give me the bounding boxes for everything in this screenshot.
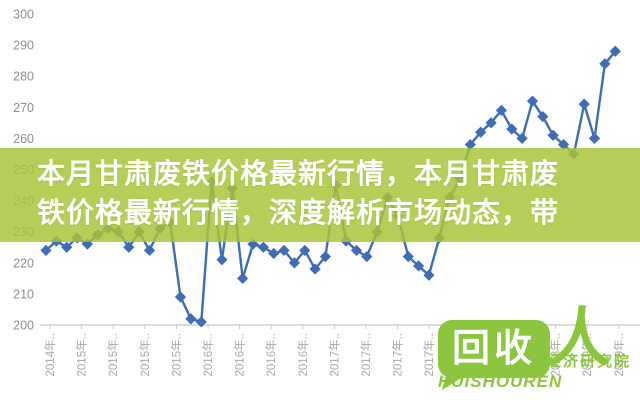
x-tick-label: 2018年.. bbox=[549, 333, 563, 376]
y-tick-label: 200 bbox=[13, 319, 34, 333]
headline-line-1: 本月甘肃废铁价格最新行情，本月甘肃废 bbox=[37, 158, 560, 189]
x-tick-label: 2019年.. bbox=[612, 333, 626, 376]
x-tick-label: 2019年.. bbox=[580, 333, 594, 376]
y-tick-label: 260 bbox=[13, 132, 34, 146]
headline-line-2: 铁价格最新行情，深度解析市场动态，带 bbox=[37, 197, 560, 228]
x-tick-label: 2015年.. bbox=[169, 333, 183, 376]
x-tick-label: 2016年.. bbox=[296, 333, 310, 376]
x-tick-label: 2017年.. bbox=[391, 333, 405, 376]
x-axis: 2014年.. 2015年.. 2015年.. 2015年.. 2015年.. 2016年… bbox=[40, 324, 640, 376]
y-tick-label: 220 bbox=[13, 256, 34, 270]
x-tick-label: 2016年.. bbox=[201, 333, 215, 376]
x-tick-label: 2018年.. bbox=[454, 333, 468, 376]
x-tick-label: 2016年.. bbox=[264, 333, 278, 376]
x-tick-label: 2017年.. bbox=[359, 333, 373, 376]
y-tick-label: 300 bbox=[13, 8, 34, 22]
x-tick-label: 2016年.. bbox=[233, 333, 247, 376]
x-tick-label: 2017年.. bbox=[422, 333, 436, 376]
y-tick-label: 270 bbox=[13, 101, 34, 115]
headline-overlay: 本月甘肃废铁价格最新行情，本月甘肃废 铁价格最新行情，深度解析市场动态，带 bbox=[0, 148, 640, 242]
y-tick-label: 290 bbox=[13, 39, 34, 53]
x-tick-label: 2014年.. bbox=[43, 333, 57, 376]
x-tick-label: 2017年.. bbox=[327, 333, 341, 376]
x-tick-label: 2018年.. bbox=[517, 333, 531, 376]
y-tick-label: 280 bbox=[13, 70, 34, 84]
x-tick-label: 2015年.. bbox=[138, 333, 152, 376]
x-tick-label: 2018年.. bbox=[485, 333, 499, 376]
y-tick-label: 210 bbox=[13, 287, 34, 301]
x-tick-label: 2015年.. bbox=[106, 333, 120, 376]
x-tick-label: 2015年.. bbox=[75, 333, 89, 376]
